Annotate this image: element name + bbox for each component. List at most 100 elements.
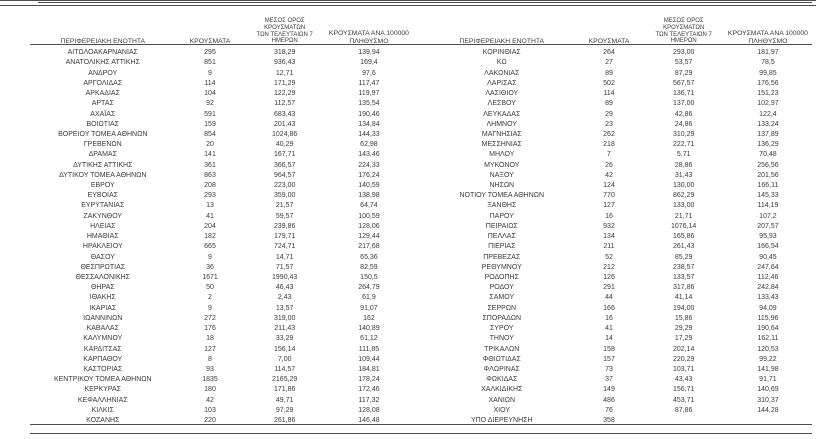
region-cell: ΔΥΤΙΚΗΣ ΑΤΤΙΚΗΣ <box>73 161 133 169</box>
per100k-cell: 190,46 <box>358 110 380 118</box>
region-cell: ΠΕΛΛΑΣ <box>487 233 516 241</box>
per100k-cell: 144,33 <box>358 130 380 138</box>
per100k-cell: 91,71 <box>759 376 777 384</box>
per100k-cell: 135,54 <box>358 100 380 108</box>
region-cell: ΒΟΙΩΤΙΑΣ <box>86 120 120 128</box>
cases-cell: 211 <box>603 243 615 251</box>
per100k-cell: 146,48 <box>358 417 380 425</box>
table-row: ΦΩΚΙΔΑΣ 37 43,43 91,71 <box>429 375 812 385</box>
region-cell: ΙΘΑΚΗΣ <box>89 294 116 302</box>
region-cell: ΘΕΣΣΑΛΟΝΙΚΗΣ <box>75 274 130 281</box>
cases-cell: 36 <box>206 263 214 271</box>
per100k-cell: 61,12 <box>360 335 378 343</box>
per100k-cell: 122,4 <box>759 110 777 118</box>
per100k-cell: 133,24 <box>757 120 779 128</box>
table-row: ΑΡΚΑΔΙΑΣ 104 122,29 119,97 <box>30 89 413 99</box>
region-cell: ΝΟΤΙΟΥ ΤΟΜΕΑ ΑΘΗΝΩΝ <box>459 192 545 200</box>
column-header-region-label: ΠΕΡΙΦΕΡΕΙΑΚΗ ΕΝΟΤΗΤΑ <box>459 37 545 45</box>
region-cell: ΚΑΣΤΟΡΙΑΣ <box>83 365 123 373</box>
table-row: ΖΑΚΥΝΘΟΥ 41 59,57 100,59 <box>30 212 413 222</box>
table-row: ΔΥΤΙΚΗΣ ΑΤΤΙΚΗΣ 361 366,57 224,33 <box>30 161 413 171</box>
cases-cell: 126 <box>603 274 615 281</box>
region-cell: ΧΑΛΚΙΔΙΚΗΣ <box>481 386 523 394</box>
cases-cell: 262 <box>603 130 615 138</box>
avg7-cell: 261,43 <box>672 243 695 251</box>
table-row: ΚΕΡΚΥΡΑΣ 180 171,86 172,46 <box>30 385 413 395</box>
region-cell: ΓΡΕΒΕΝΩΝ <box>83 141 122 149</box>
table-row: ΚΑΡΔΙΤΣΑΣ 127 156,14 111,85 <box>30 345 413 355</box>
cases-cell: 218 <box>603 141 615 149</box>
cases-cell: 272 <box>204 314 216 322</box>
per100k-cell: 143,46 <box>358 151 380 159</box>
avg7-cell: 97,29 <box>275 406 294 414</box>
region-cell: ΙΚΑΡΙΑΣ <box>89 304 117 312</box>
per100k-cell: 140,69 <box>757 386 779 394</box>
table-row: ΡΟΔΟΠΗΣ 126 133,57 112,46 <box>429 273 812 283</box>
column-header-avg7-line1: ΜΕΣΟΣ ΟΡΟΣ ΚΡΟΥΣΜΑΤΩΝ <box>663 18 705 31</box>
avg7-cell: 133,00 <box>672 202 695 210</box>
cases-cell: 103 <box>204 406 216 414</box>
avg7-cell: 319,00 <box>273 314 296 322</box>
table-row: ΕΒΡΟΥ 208 223,00 140,59 <box>30 181 413 191</box>
avg7-cell: 15,86 <box>674 314 693 322</box>
avg7-cell: 202,14 <box>672 345 695 353</box>
region-cell: ΠΑΡΟΥ <box>489 212 514 220</box>
per100k-cell: 184,81 <box>358 365 380 373</box>
avg7-cell: 136,71 <box>672 90 695 98</box>
cases-cell: 932 <box>603 222 615 230</box>
per100k-cell: 136,29 <box>757 141 779 149</box>
per100k-cell: 95,93 <box>759 233 777 241</box>
cases-cell: 89 <box>605 100 613 108</box>
avg7-cell: 43,43 <box>674 376 693 384</box>
region-cell: ΡΟΔΟΠΗΣ <box>484 274 519 281</box>
region-cell: ΑΙΤΩΛΟΑΚΑΡΝΑΝΙΑΣ <box>67 49 138 57</box>
region-cell: ΣΥΡΟΥ <box>489 325 514 333</box>
cases-cell: 851 <box>204 59 216 67</box>
avg7-cell: 567,57 <box>672 79 695 87</box>
per100k-cell: 99,22 <box>759 355 777 363</box>
cases-cell: 1835 <box>202 376 218 384</box>
avg7-cell: 24,86 <box>674 120 693 128</box>
table-row: ΗΜΑΘΙΑΣ 182 179,71 129,44 <box>30 232 413 242</box>
region-cell: ΘΑΣΟΥ <box>90 253 115 261</box>
cases-cell: 16 <box>605 314 613 322</box>
region-cell: ΧΑΝΙΩΝ <box>488 396 516 404</box>
cases-cell: 9 <box>208 253 212 261</box>
cases-cell: 14 <box>605 335 613 343</box>
region-cell: ΚΕΦΑΛΛΗΝΙΑΣ <box>77 396 128 404</box>
top-rule <box>38 2 812 3</box>
region-cell: ΜΗΛΟΥ <box>489 151 515 159</box>
cases-cell: 2 <box>208 294 212 302</box>
table-row: ΦΘΙΩΤΙΔΑΣ 157 220,29 99,22 <box>429 355 812 365</box>
table-row: ΕΥΒΟΙΑΣ 293 359,00 138,98 <box>30 191 413 201</box>
region-cell: ΛΕΥΚΑΔΑΣ <box>483 110 521 118</box>
avg7-cell: 936,43 <box>273 59 296 67</box>
per100k-cell: 107,2 <box>759 212 777 220</box>
cases-cell: 149 <box>603 386 615 394</box>
region-cell: ΛΑΡΙΣΑΣ <box>487 79 517 87</box>
table-row: ΧΑΝΙΩΝ 486 453,71 310,37 <box>429 396 812 406</box>
avg7-cell: 220,29 <box>672 355 695 363</box>
cases-cell: 44 <box>605 294 613 302</box>
avg7-cell: 31,43 <box>674 171 693 179</box>
avg7-cell: 5,71 <box>676 151 691 159</box>
per100k-cell: 78,5 <box>761 59 775 67</box>
double-rule <box>0 0 816 6</box>
avg7-cell: 40,29 <box>275 141 294 149</box>
table-row: ΠΕΙΡΑΙΩΣ 932 1076,14 207,57 <box>429 222 812 232</box>
bottom-rule-inner <box>30 424 812 426</box>
cases-cell: 358 <box>603 417 615 425</box>
column-header-per100k-line1: ΚΡΟΥΣΜΑΤΑ ΑΝΑ 100000 <box>328 30 409 37</box>
per100k-cell: 178,24 <box>358 376 380 384</box>
cases-cell: 9 <box>208 69 212 77</box>
per100k-cell: 150,5 <box>360 274 378 281</box>
column-header-per100k-line2: ΠΛΗΘΥΣΜΟ <box>748 37 788 45</box>
table-row: ΣΠΟΡΑΔΩΝ 16 15,86 115,96 <box>429 314 812 324</box>
table-row: ΚΑΣΤΟΡΙΑΣ 93 114,57 184,81 <box>30 365 413 375</box>
avg7-cell: 453,71 <box>672 396 695 404</box>
avg7-cell: 28,86 <box>674 161 693 169</box>
per100k-cell: 128,08 <box>358 406 380 414</box>
avg7-cell: 261,86 <box>273 417 296 425</box>
column-header-avg7-line2: ΤΩΝ ΤΕΛΕΥΤΑΙΩΝ 7 ΗΜΕΡΩΝ <box>655 31 712 45</box>
cases-cell: 114 <box>204 79 216 87</box>
